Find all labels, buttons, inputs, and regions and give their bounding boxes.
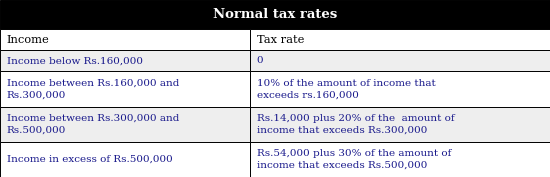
Text: Income: Income [7,35,50,45]
Text: Normal tax rates: Normal tax rates [213,8,337,21]
Bar [250,142,550,177]
Bar [250,50,550,71]
Text: Income between Rs.160,000 and
Rs.300,000: Income between Rs.160,000 and Rs.300,000 [7,79,179,99]
Text: Rs.14,000 plus 20% of the  amount of
income that exceeds Rs.300,000: Rs.14,000 plus 20% of the amount of inco… [257,114,454,135]
Text: Rs.54,000 plus 30% of the amount of
income that exceeds Rs.500,000: Rs.54,000 plus 30% of the amount of inco… [257,149,451,170]
Text: Income below Rs.160,000: Income below Rs.160,000 [7,56,142,65]
Bar [0,107,250,142]
Text: 10% of the amount of income that
exceeds rs.160,000: 10% of the amount of income that exceeds… [257,79,436,99]
Bar [250,71,550,107]
Bar [0,29,250,50]
Text: Income in excess of Rs.500,000: Income in excess of Rs.500,000 [7,155,172,164]
Text: Tax rate: Tax rate [257,35,304,45]
Bar [250,107,550,142]
Text: Income between Rs.300,000 and
Rs.500,000: Income between Rs.300,000 and Rs.500,000 [7,114,179,135]
Bar [0,142,250,177]
Bar [0,71,250,107]
Text: 0: 0 [257,56,263,65]
Bar [0,0,550,29]
Bar [250,29,550,50]
Bar [0,50,250,71]
